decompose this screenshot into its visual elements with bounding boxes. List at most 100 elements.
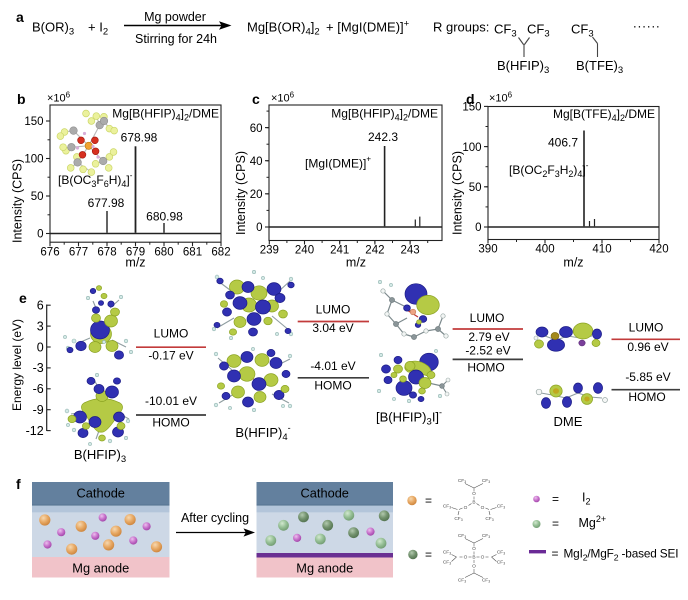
svg-text:O: O [472, 546, 476, 552]
svg-text:-12: -12 [26, 424, 44, 438]
svg-text:CF3: CF3 [497, 550, 505, 556]
svg-text:-10.01 eV: -10.01 eV [145, 394, 197, 408]
svg-text:CF3: CF3 [497, 560, 505, 566]
svg-text:2.79 eV: 2.79 eV [468, 330, 509, 344]
svg-text:=: = [425, 494, 432, 508]
svg-text:50: 50 [31, 191, 44, 203]
svg-text:Intensity (CPS): Intensity (CPS) [11, 159, 25, 243]
svg-text:240: 240 [295, 245, 314, 257]
svg-text:0: 0 [37, 229, 43, 241]
svg-text:LUMO: LUMO [470, 311, 505, 325]
svg-text:-3: -3 [33, 361, 44, 375]
svg-text:677: 677 [69, 246, 88, 258]
svg-text:50: 50 [469, 182, 482, 194]
svg-text:After cycling: After cycling [181, 511, 249, 525]
svg-text:100: 100 [24, 154, 43, 166]
svg-text:Mg[B(HFIP)4]2/DME: Mg[B(HFIP)4]2/DME [112, 107, 219, 123]
svg-text:-2.52 eV: -2.52 eV [465, 344, 510, 358]
svg-text:[B(OC2F3H2)4]-: [B(OC2F3H2)4]- [509, 161, 589, 179]
svg-text:CF3: CF3 [458, 478, 466, 484]
svg-text:-6: -6 [33, 382, 44, 396]
svg-text:B(HFIP)3: B(HFIP)3 [497, 58, 549, 76]
svg-text:0: 0 [256, 222, 262, 234]
svg-text:a: a [16, 9, 24, 25]
svg-text:681: 681 [183, 246, 202, 258]
svg-text:LUMO: LUMO [316, 303, 351, 317]
svg-text:e: e [19, 290, 27, 306]
svg-text:DME: DME [554, 414, 583, 429]
svg-text:242: 242 [365, 245, 384, 257]
svg-text:B(OR)3: B(OR)3 [32, 20, 74, 38]
svg-text:=: = [552, 492, 559, 506]
svg-text:-9: -9 [33, 403, 44, 417]
svg-text:×106: ×106 [489, 91, 513, 105]
svg-text:243: 243 [401, 245, 420, 257]
svg-text:-4.01 eV: -4.01 eV [310, 359, 355, 373]
svg-text:CF3: CF3 [443, 550, 451, 556]
svg-text:CF3: CF3 [485, 516, 493, 522]
svg-text:682: 682 [211, 246, 230, 258]
svg-text:m/z: m/z [125, 256, 145, 270]
svg-text:406.7: 406.7 [548, 135, 578, 149]
svg-text:=: = [552, 547, 559, 561]
svg-text:239: 239 [260, 245, 279, 257]
svg-text:0: 0 [37, 340, 44, 354]
svg-text:O: O [464, 505, 468, 511]
svg-text:Intensity (CPS): Intensity (CPS) [234, 151, 248, 235]
svg-text:678: 678 [97, 246, 116, 258]
svg-text:B(HFIP)3: B(HFIP)3 [74, 447, 126, 465]
svg-text:680.98: 680.98 [146, 210, 183, 224]
svg-text:LUMO: LUMO [629, 320, 664, 334]
svg-text:Cathode: Cathode [301, 486, 349, 501]
svg-text:B: B [472, 500, 475, 506]
svg-text:+ [MgI(DME)]+: + [MgI(DME)]+ [326, 19, 410, 35]
svg-text:O: O [472, 564, 476, 570]
svg-text:CF3: CF3 [458, 578, 466, 584]
svg-text:B(TFE)3: B(TFE)3 [576, 58, 623, 76]
svg-text:×106: ×106 [271, 91, 295, 105]
svg-text:O: O [481, 555, 485, 561]
svg-text:677.98: 677.98 [88, 196, 125, 210]
svg-text:=: = [552, 517, 559, 531]
svg-text:......: ...... [633, 16, 661, 31]
svg-text:=: = [425, 548, 432, 562]
svg-text:20: 20 [250, 189, 263, 201]
svg-text:I2: I2 [582, 491, 591, 507]
svg-text:410: 410 [592, 244, 611, 256]
svg-text:O: O [472, 491, 476, 497]
svg-text:400: 400 [535, 244, 554, 256]
svg-text:Mg[B(OR)4]2: Mg[B(OR)4]2 [247, 20, 320, 38]
svg-text:Energy level (eV): Energy level (eV) [10, 319, 24, 411]
svg-text:-0.17 eV: -0.17 eV [148, 349, 193, 363]
svg-text:60: 60 [250, 123, 263, 135]
svg-text:150: 150 [24, 116, 43, 128]
svg-text:Mg[B(TFE)4]2/DME: Mg[B(TFE)4]2/DME [553, 107, 655, 123]
svg-text:676: 676 [40, 246, 59, 258]
svg-text:242.3: 242.3 [368, 130, 398, 144]
svg-text:×106: ×106 [47, 91, 71, 105]
svg-text:3.04 eV: 3.04 eV [312, 321, 353, 335]
svg-text:40: 40 [250, 156, 263, 168]
svg-text:c: c [252, 91, 260, 107]
svg-text:b: b [17, 91, 26, 107]
svg-text:6: 6 [37, 299, 44, 313]
svg-text:CF3: CF3 [443, 504, 451, 510]
svg-text:CF3: CF3 [454, 516, 462, 522]
svg-text:390: 390 [478, 244, 497, 256]
svg-text:HOMO: HOMO [628, 390, 665, 404]
svg-text:m/z: m/z [346, 256, 366, 270]
svg-text:100: 100 [462, 142, 481, 154]
svg-text:CF3: CF3 [443, 560, 451, 566]
svg-text:CF3: CF3 [497, 504, 505, 510]
svg-text:HOMO: HOMO [467, 361, 504, 375]
svg-text:m/z: m/z [563, 256, 583, 270]
svg-text:CF3: CF3 [571, 22, 594, 40]
svg-text:R groups:: R groups: [433, 20, 489, 35]
svg-text:O: O [481, 505, 485, 511]
svg-text:CF3: CF3 [494, 22, 517, 40]
svg-text:[B(OC3F6H)4]-: [B(OC3F6H)4]- [58, 171, 133, 189]
svg-text:CF3: CF3 [482, 478, 490, 484]
svg-text:680: 680 [154, 246, 173, 258]
svg-text:Intensity (CPS): Intensity (CPS) [451, 151, 465, 235]
svg-text:[B(HFIP)3I]-: [B(HFIP)3I]- [376, 408, 442, 428]
